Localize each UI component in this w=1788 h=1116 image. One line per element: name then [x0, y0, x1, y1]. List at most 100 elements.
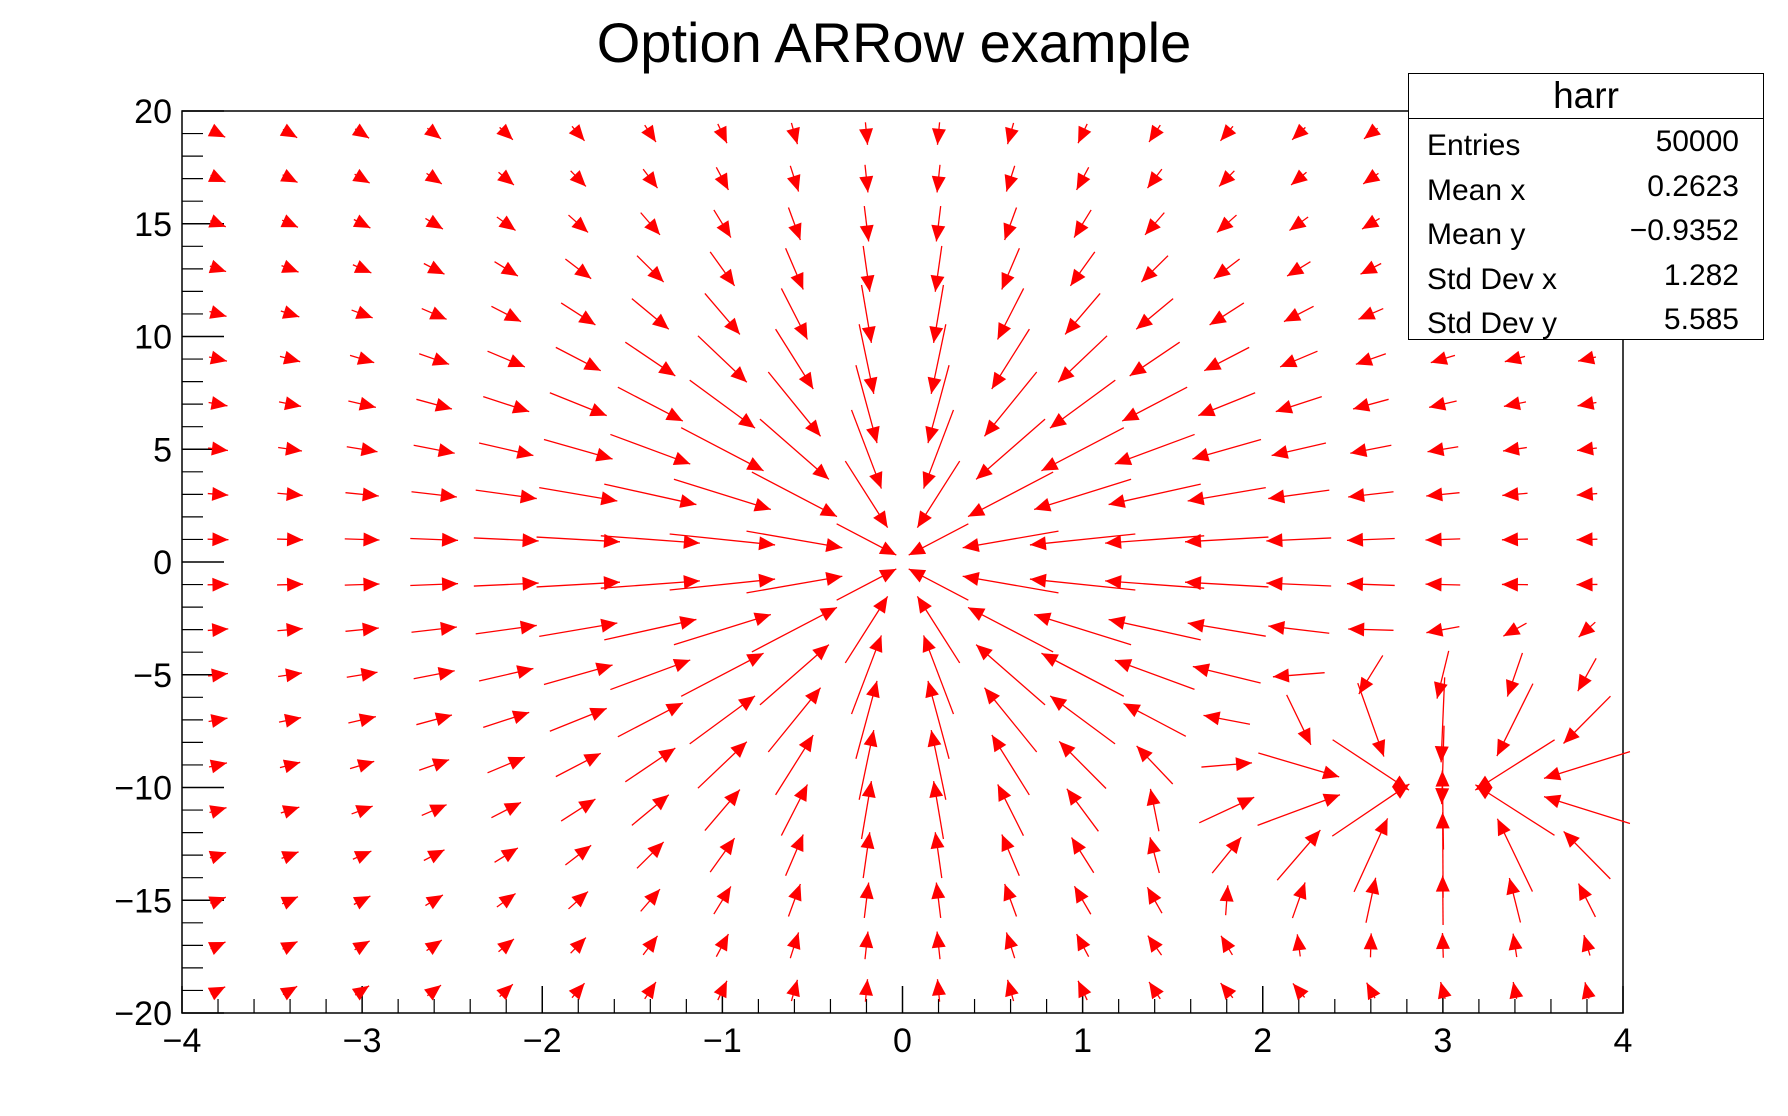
vector-arrow: [784, 834, 804, 877]
vector-arrow: [1271, 442, 1327, 459]
vector-arrow: [1581, 982, 1596, 1000]
vector-arrow: [423, 260, 445, 275]
vector-arrow: [1506, 652, 1524, 697]
vector-arrow: [555, 752, 602, 778]
vector-arrow: [496, 892, 516, 909]
vector-arrow: [967, 471, 1054, 518]
vector-arrow: [836, 568, 897, 601]
vector-arrow: [1350, 443, 1392, 458]
vector-arrow: [549, 392, 607, 417]
vector-arrow: [775, 734, 814, 796]
vector-arrow: [600, 534, 700, 549]
vector-arrow: [1353, 818, 1389, 893]
vector-arrow: [1332, 739, 1410, 791]
stats-label: Std Dev x: [1427, 262, 1558, 296]
vector-arrow: [1365, 877, 1380, 923]
vector-arrow: [1209, 302, 1245, 326]
vector-arrow: [1291, 123, 1309, 141]
vector-arrow: [1121, 386, 1188, 422]
vector-arrow: [859, 882, 874, 919]
vector-arrow: [713, 209, 732, 238]
vector-arrow: [560, 798, 596, 822]
vector-arrow: [1148, 124, 1164, 143]
vector-arrow: [1428, 396, 1457, 411]
vector-arrow: [207, 123, 226, 138]
vector-arrow: [279, 985, 298, 1001]
vector-arrow: [751, 471, 838, 518]
vector-arrow: [279, 123, 298, 139]
vector-arrow: [631, 794, 670, 826]
vector-arrow: [673, 612, 772, 646]
vector-arrow: [1069, 251, 1096, 287]
vector-arrow: [207, 486, 229, 501]
vector-arrow: [208, 214, 227, 228]
vector-arrow: [1362, 169, 1381, 185]
vector-arrow: [1289, 215, 1309, 232]
vector-arrow: [1358, 306, 1384, 320]
vector-arrow: [1123, 702, 1187, 737]
vector-arrow: [624, 341, 676, 377]
vector-arrow: [786, 979, 800, 1002]
vector-arrow: [1501, 532, 1528, 547]
vector-arrow: [564, 258, 592, 280]
vector-arrow: [351, 805, 373, 819]
vector-arrow: [787, 883, 802, 917]
vector-arrow: [636, 255, 665, 283]
vector-arrow: [780, 784, 809, 836]
vector-arrow: [208, 941, 226, 955]
vector-arrow: [689, 695, 756, 745]
vector-arrow: [1366, 982, 1381, 1001]
vector-arrow: [991, 328, 1030, 390]
vector-arrow: [859, 979, 873, 1002]
vector-arrow: [1430, 351, 1456, 365]
vector-arrow: [1474, 739, 1555, 791]
y-tick-label: −15: [114, 882, 172, 920]
vector-arrow: [1581, 934, 1596, 956]
x-tick-label: 0: [893, 1022, 912, 1060]
vector-arrow: [759, 418, 830, 480]
vector-arrow: [844, 460, 889, 528]
vector-arrow: [1363, 123, 1381, 140]
vector-arrow: [780, 288, 809, 340]
vector-arrow: [497, 169, 515, 186]
vector-arrow: [569, 937, 587, 954]
vector-arrow: [640, 212, 661, 236]
y-tick-label: −10: [114, 770, 172, 808]
vector-arrow: [1219, 885, 1234, 916]
stats-row-std-x: Std Dev x 1.282: [1409, 253, 1763, 298]
vector-arrow: [1437, 981, 1452, 1000]
vector-arrow: [352, 214, 371, 229]
vector-arrow: [1001, 834, 1020, 877]
vector-arrow: [1004, 932, 1018, 959]
vector-arrow: [1434, 650, 1450, 699]
y-tick-label: 5: [153, 431, 172, 469]
vector-arrow: [497, 938, 515, 955]
vector-arrow: [642, 935, 659, 956]
vector-arrow: [1563, 830, 1611, 880]
vector-arrow: [713, 886, 732, 915]
vector-arrow: [424, 984, 442, 1001]
vector-arrow: [1066, 788, 1099, 832]
vector-arrow: [1147, 935, 1163, 956]
vector-arrow: [208, 441, 228, 456]
vector-arrow: [1331, 783, 1410, 837]
vector-arrow: [669, 573, 776, 591]
vector-arrow: [348, 396, 377, 411]
vector-arrow: [207, 532, 229, 547]
vector-arrow: [930, 245, 945, 292]
vector-arrow: [1503, 622, 1527, 637]
y-tick-label: −20: [114, 995, 172, 1033]
vector-arrow: [925, 680, 950, 759]
vector-arrow: [568, 214, 589, 233]
vector-arrow: [640, 888, 661, 912]
vector-arrow: [680, 427, 764, 472]
vector-arrow: [277, 532, 304, 547]
vector-arrow: [352, 850, 372, 864]
x-tick-label: 3: [1433, 1022, 1452, 1060]
stats-value: 0.2623: [1647, 169, 1739, 203]
y-tick-label: 15: [134, 206, 172, 244]
vector-arrow: [697, 741, 748, 789]
vector-arrow: [1041, 652, 1125, 697]
vector-arrow: [1503, 396, 1527, 411]
